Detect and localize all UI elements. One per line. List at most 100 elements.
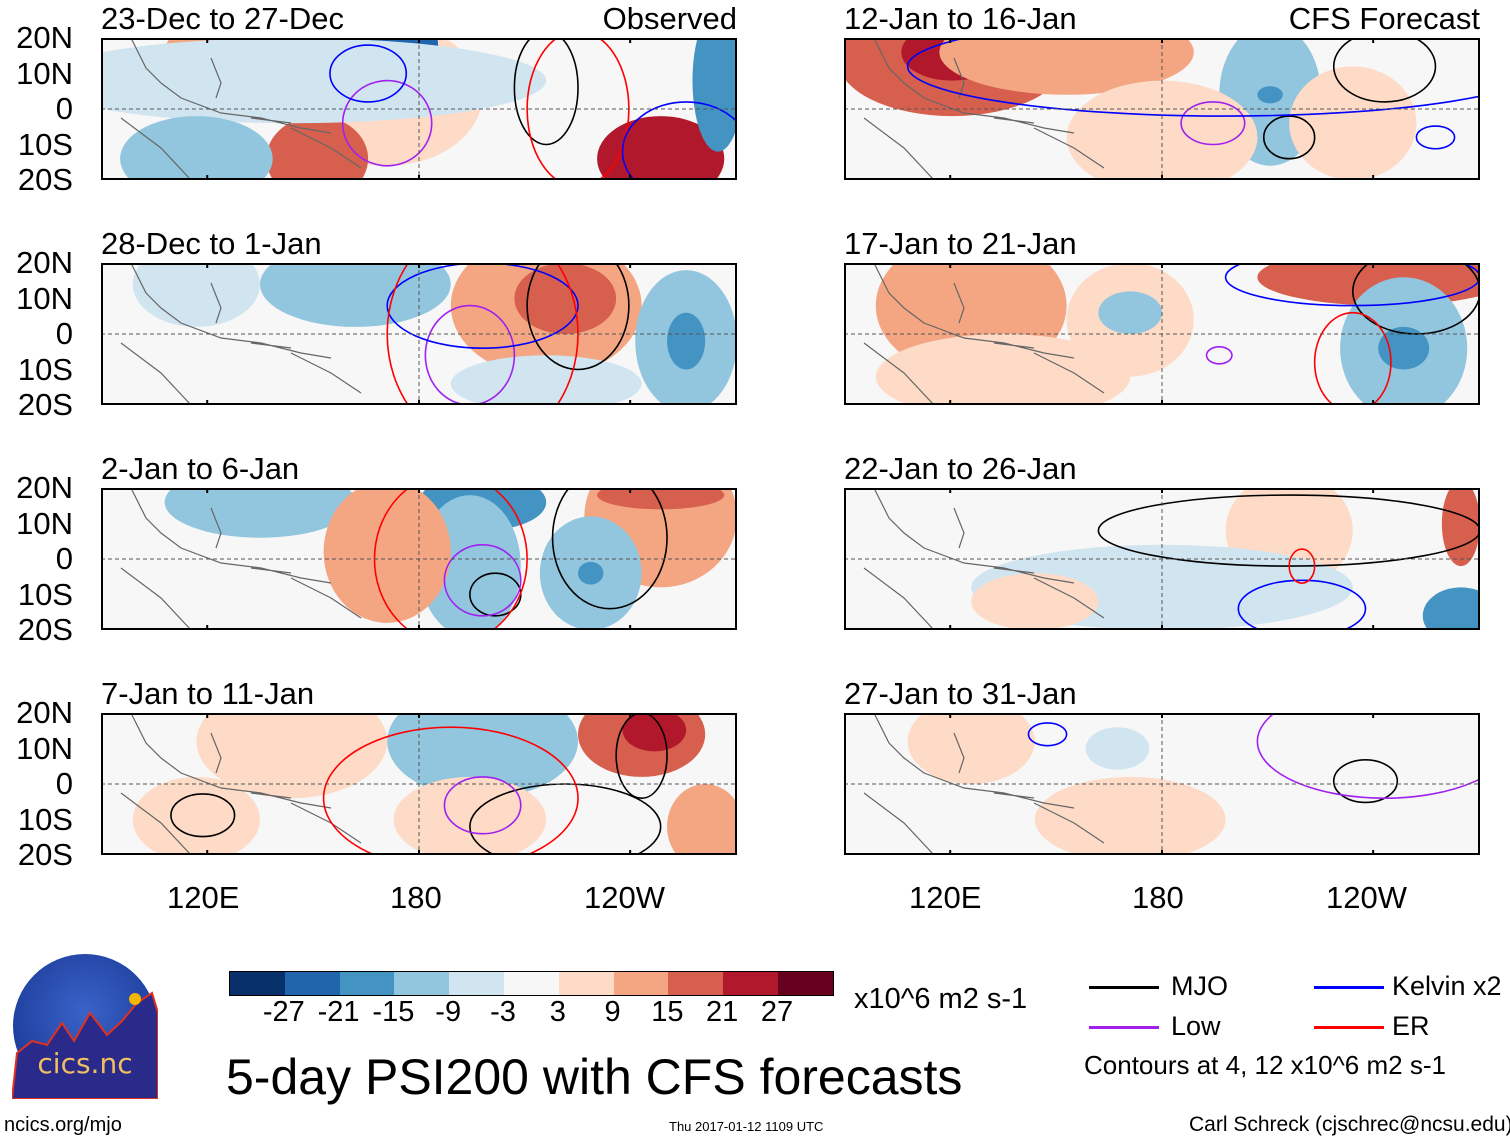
psi-shading xyxy=(1441,480,1480,567)
legend-kelvin-line xyxy=(1314,986,1384,989)
psi-shading xyxy=(514,263,617,334)
colorbar-swatch xyxy=(668,972,725,995)
lon-label-120w: 120W xyxy=(1326,880,1407,915)
coastline xyxy=(120,262,362,406)
legend-er-line xyxy=(1314,1026,1384,1029)
anomaly-contour xyxy=(1332,759,1399,804)
colorbar-level: -21 xyxy=(317,996,360,1028)
map-panel xyxy=(844,234,1510,420)
map-panel xyxy=(101,684,744,870)
panel-frame xyxy=(101,713,737,855)
colorbar-swatch xyxy=(230,972,286,995)
anomaly-contour xyxy=(341,79,433,167)
psi-shading xyxy=(1289,66,1417,180)
psi-shading xyxy=(597,480,725,510)
lon-label-180: 180 xyxy=(1132,880,1184,915)
panel-frame xyxy=(101,488,737,630)
coastline xyxy=(863,262,1105,406)
panel-title: 23-Dec to 27-Dec xyxy=(101,1,344,36)
lat-label: 0 xyxy=(55,91,73,126)
map-panel xyxy=(837,2,1510,195)
psi-shading xyxy=(1085,727,1150,770)
lat-label: 20N xyxy=(16,245,73,280)
map-panel xyxy=(844,473,1500,645)
credit: Carl Schreck (cjschrec@ncsu.edu) xyxy=(1189,1113,1510,1136)
lon-label-180: 180 xyxy=(390,880,442,915)
lat-label: 0 xyxy=(55,766,73,801)
psi-shading xyxy=(907,698,1035,784)
lat-label: 20S xyxy=(17,162,73,197)
lat-label: 0 xyxy=(55,541,73,576)
colorbar-swatch xyxy=(558,972,615,995)
timestamp: Thu 2017-01-12 1109 UTC xyxy=(669,1119,824,1134)
panel-frame xyxy=(844,488,1480,630)
anomaly-contour xyxy=(329,44,408,103)
colorbar-swatch xyxy=(723,972,779,995)
colorbar-swatch xyxy=(613,972,670,995)
anomaly-contour xyxy=(1180,101,1246,146)
panel-tag: Observed xyxy=(602,1,737,36)
legend-er-label: ER xyxy=(1392,1011,1430,1041)
psi-shading xyxy=(622,708,687,752)
panel-tag: CFS Forecast xyxy=(1288,1,1480,36)
psi-shading xyxy=(971,573,1099,630)
colorbar-swatch xyxy=(449,972,505,995)
url-link[interactable]: ncics.org/mjo xyxy=(4,1114,122,1136)
contour-note: Contours at 4, 12 x10^6 m2 s-1 xyxy=(1084,1050,1446,1080)
anomaly-contour xyxy=(1027,722,1068,747)
lat-label: 10S xyxy=(17,126,73,162)
psi-shading xyxy=(1034,776,1226,863)
legend-low-line xyxy=(1089,1026,1159,1029)
lat-label: 20N xyxy=(16,20,73,55)
lon-label-120e: 120E xyxy=(167,880,240,915)
anomaly-contour xyxy=(1288,548,1316,584)
lat-label: 10N xyxy=(16,280,73,316)
map-panel xyxy=(37,2,751,203)
panel-title: 2-Jan to 6-Jan xyxy=(101,451,300,486)
lon-label-120w: 120W xyxy=(584,880,665,915)
lat-label: 10S xyxy=(17,576,73,612)
anomaly-contour xyxy=(1205,345,1233,365)
panel-frame xyxy=(101,38,737,180)
map-panel xyxy=(101,445,737,645)
coastline xyxy=(863,712,1105,856)
colorbar-swatch xyxy=(778,972,834,995)
lat-label: 20S xyxy=(17,837,73,872)
psi-shading xyxy=(132,776,260,863)
panel-frame xyxy=(844,38,1480,180)
psi-shading xyxy=(393,776,547,863)
coastline xyxy=(120,37,362,181)
anomaly-contour xyxy=(1262,115,1316,160)
panel-title: 28-Dec to 1-Jan xyxy=(101,226,322,261)
colorbar-labels: -27 -21 -15 -9 -3 3 9 15 21 27 xyxy=(229,996,832,1030)
legend-kelvin-label: Kelvin x2 xyxy=(1392,971,1502,1001)
colorbar-level: 9 xyxy=(604,996,621,1028)
psi-shading xyxy=(578,561,604,585)
lat-label: 20S xyxy=(17,387,73,422)
colorbar-swatch xyxy=(394,972,451,995)
colorbar-level: -3 xyxy=(490,996,516,1028)
map-panel xyxy=(844,683,1510,863)
coastline xyxy=(120,712,362,856)
panel-frame xyxy=(844,713,1480,855)
panel-title: 27-Jan to 31-Jan xyxy=(844,676,1077,711)
psi-shading xyxy=(1257,86,1283,104)
psi-shading xyxy=(196,684,388,799)
lat-label: 10N xyxy=(16,55,73,91)
panel-frame xyxy=(844,263,1480,405)
legend-mjo-line xyxy=(1089,986,1159,989)
colorbar-units: x10^6 m2 s-1 xyxy=(854,983,1028,1015)
colorbar-swatch xyxy=(504,972,560,995)
lat-label: 10N xyxy=(16,505,73,541)
lat-label: 10S xyxy=(17,351,73,387)
anomaly-contour xyxy=(170,793,236,838)
psi-shading xyxy=(667,784,744,870)
lon-label-120e: 120E xyxy=(909,880,982,915)
psi-shading xyxy=(450,355,642,413)
anomaly-contour xyxy=(1415,125,1456,150)
legend-mjo-label: MJO xyxy=(1171,971,1228,1001)
legend-low-label: Low xyxy=(1171,1011,1221,1041)
coastline xyxy=(863,487,1105,631)
coastline xyxy=(863,37,1105,181)
